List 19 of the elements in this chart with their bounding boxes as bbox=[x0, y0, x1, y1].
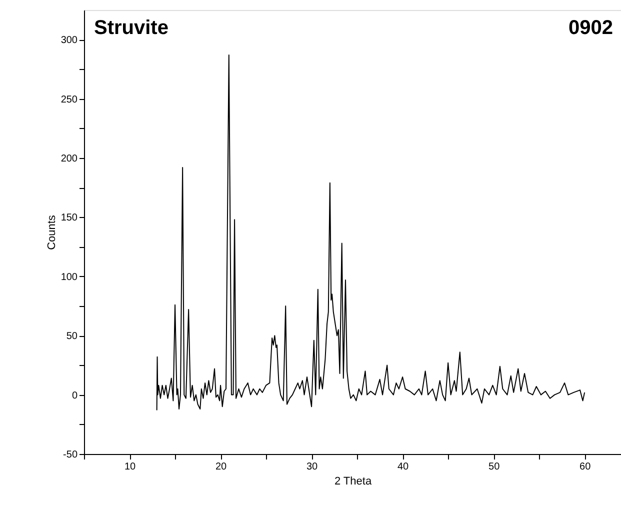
x-tick-label: 60 bbox=[580, 462, 592, 472]
x-tick-label: 30 bbox=[306, 462, 318, 472]
line-series bbox=[156, 54, 586, 411]
y-tick-label: 100 bbox=[60, 272, 78, 283]
y-tick-label: 250 bbox=[60, 94, 78, 106]
y-tick-label: 0 bbox=[72, 390, 78, 402]
x-axis-title: 2 Theta bbox=[334, 476, 372, 488]
chart-title: Struvite bbox=[94, 17, 168, 39]
y-tick-label: -50 bbox=[63, 450, 78, 460]
x-tick-label: 40 bbox=[397, 462, 410, 472]
x-tick-label: 50 bbox=[488, 462, 500, 472]
y-tick-label: 50 bbox=[66, 331, 78, 342]
y-tick-label: 200 bbox=[60, 154, 78, 164]
x-tick-label: 20 bbox=[215, 462, 228, 472]
x-tick-label: 10 bbox=[124, 462, 136, 472]
y-axis-title: Counts bbox=[46, 214, 58, 250]
y-tick-label: 150 bbox=[60, 212, 78, 224]
y-tick-label: 300 bbox=[60, 35, 78, 46]
annotation: 0902 bbox=[568, 17, 613, 39]
